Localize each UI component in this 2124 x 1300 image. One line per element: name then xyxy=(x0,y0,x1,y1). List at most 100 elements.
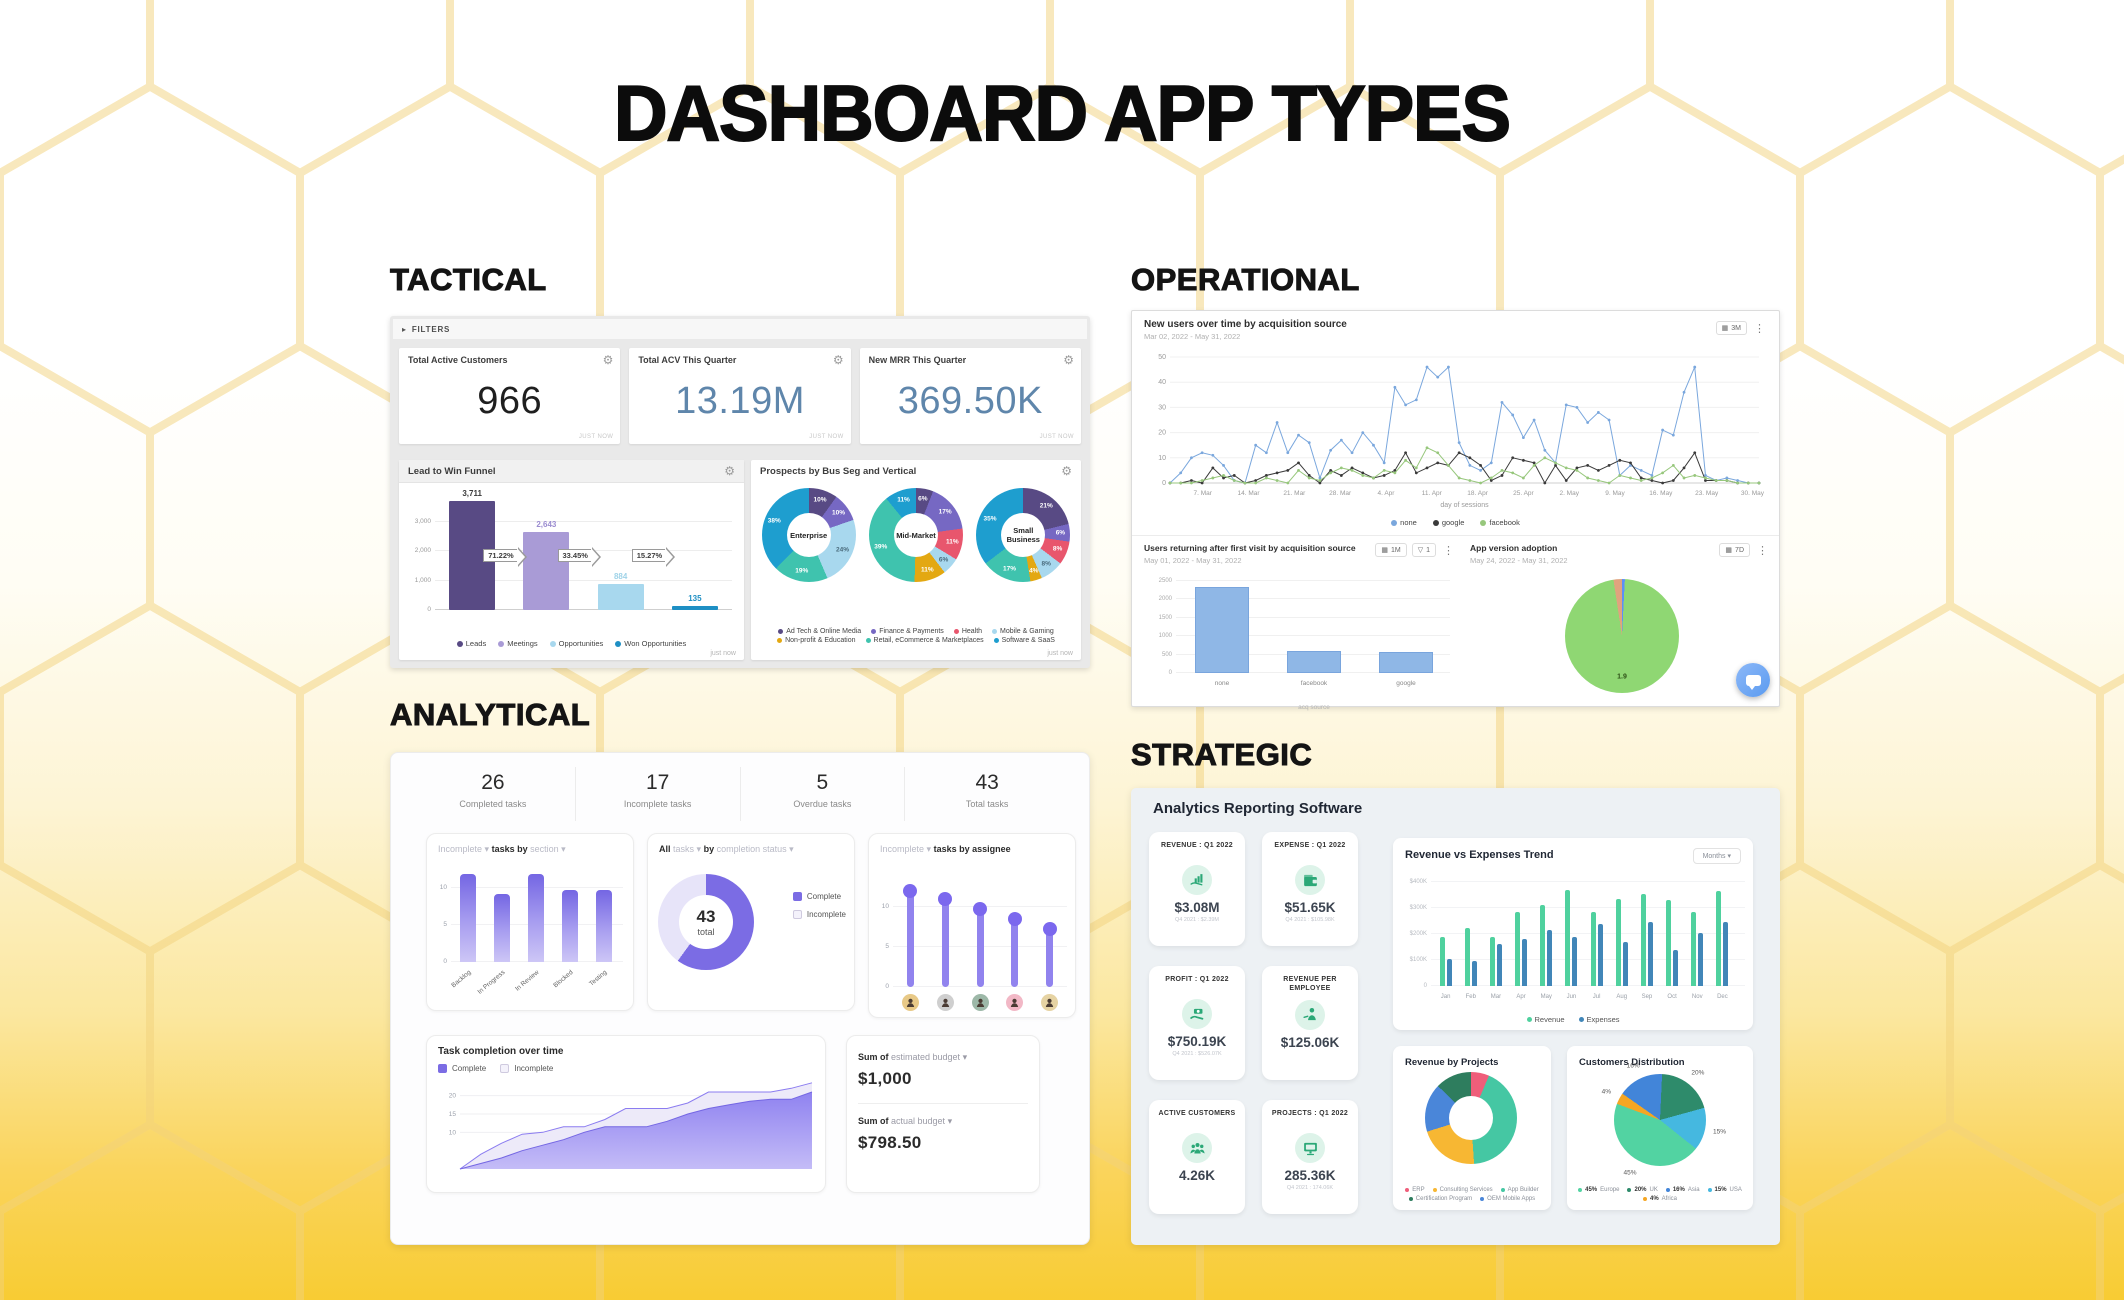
legend-swatch xyxy=(792,892,802,901)
chart-title: Users returning after first visit by acq… xyxy=(1144,543,1356,553)
chart-title: Revenue vs Expenses Trend xyxy=(1405,849,1554,861)
legend-item: OEM Mobile Apps xyxy=(1480,1196,1535,1202)
y-tick-label: $100K xyxy=(1409,957,1427,963)
expense-icon xyxy=(1295,865,1325,895)
expense-bar xyxy=(1572,936,1578,986)
legend-item: 4% Africa xyxy=(1642,1196,1677,1202)
lollipop-stem xyxy=(1011,919,1019,987)
actual-budget-dropdown[interactable]: actual budget ▾ xyxy=(891,1116,953,1126)
legend-label: Mobile & Gaming xyxy=(1000,628,1054,635)
completion-donut-chart: 43 total xyxy=(658,874,754,970)
task-completion-card: Task completion over time Complete Incom… xyxy=(426,1035,826,1193)
gear-icon[interactable]: ⚙ xyxy=(1061,464,1072,478)
kebab-menu-icon[interactable]: ⋮ xyxy=(1443,544,1454,557)
legend-dot xyxy=(871,629,877,634)
legend-percent: 15% xyxy=(1714,1187,1727,1193)
assignee-avatar xyxy=(1041,994,1059,1011)
x-tick-label: Jul xyxy=(1592,994,1601,1000)
legend-label: Leads xyxy=(465,639,487,648)
slice-percent-label: 24% xyxy=(836,546,850,554)
conversion-arrow: 33.45% xyxy=(557,546,602,566)
analytical-dashboard: 26 Completed tasks 17 Incomplete tasks 5 Over… xyxy=(390,752,1090,1245)
legend-dot xyxy=(993,638,999,643)
kpi-title: REVENUE PER EMPLOYEE xyxy=(1283,976,1337,993)
range-button[interactable]: ▦ 1M xyxy=(1375,543,1407,557)
gear-icon[interactable]: ⚙ xyxy=(832,353,844,367)
x-tick-label: Nov xyxy=(1691,994,1703,1000)
legend-label: Retail, eCommerce & Marketplaces xyxy=(873,637,984,644)
filters-bar[interactable]: ▸ FILTERS xyxy=(393,319,1087,339)
new-users-line-chart: 0 10 20 30 40 50 7. Mar 14. Mar 21. Mar 28. Mar 4.… xyxy=(1158,354,1765,509)
group-dropdown[interactable]: completion status ▾ xyxy=(716,844,794,854)
y-tick-label: $400K xyxy=(1409,879,1427,885)
svg-text:7. Mar: 7. Mar xyxy=(1194,490,1213,497)
revenue-by-projects-card: Revenue by Projects ERP Consulting Servic… xyxy=(1393,1046,1551,1210)
legend-item: Ad Tech & Online Media xyxy=(778,628,861,635)
donut-chart: 10% 10% 24% 19% 38% Enterprise xyxy=(761,488,856,582)
legend-item: Revenue xyxy=(1526,1015,1565,1024)
tasks-by-section-card: Incomplete ▾ tasks by section ▾ 0 5 10 Back… xyxy=(426,833,634,1011)
conversion-arrow: 15.27% xyxy=(631,546,676,566)
x-tick-label: May xyxy=(1540,994,1552,1000)
bar xyxy=(1195,586,1249,673)
customers-pie-chart: 16% 20% 15% 45% 4% xyxy=(1577,1062,1743,1176)
section-label-operational: OPERATIONAL xyxy=(1131,262,1360,298)
range-button[interactable]: ▦ 3M xyxy=(1715,321,1747,335)
projects-donut-chart xyxy=(1425,1072,1517,1164)
stat-value: 17 xyxy=(645,771,670,794)
kpi-row: Total Active Customers ⚙ 966 JUST NOW Total … xyxy=(399,348,1081,444)
donut-chart: 6% 17% 11% 6% 11% 39% 11% Mid-Market xyxy=(868,488,963,582)
group-dropdown[interactable]: section ▾ xyxy=(530,844,566,854)
kpi-card: New MRR This Quarter ⚙ 369.50K JUST NOW xyxy=(859,348,1081,444)
revenue-bar xyxy=(1489,936,1495,986)
slice-percent-label: 6% xyxy=(938,556,949,564)
donut-center: Enterprise xyxy=(786,513,831,557)
gear-icon[interactable]: ⚙ xyxy=(602,353,614,367)
legend-item: Finance & Payments xyxy=(871,628,944,635)
kpi-card: PROFIT : Q1 2022 $750.19K Q4 2021 : $526.0… xyxy=(1149,966,1245,1080)
chat-button[interactable] xyxy=(1736,663,1770,697)
estimated-budget-dropdown[interactable]: estimated budget ▾ xyxy=(891,1052,968,1062)
employee-icon xyxy=(1295,999,1325,1030)
legend-item: Complete xyxy=(438,1064,486,1073)
legend-swatch xyxy=(500,1064,510,1073)
legend-item: Incomplete xyxy=(792,910,846,919)
lollipop-marker xyxy=(1042,921,1057,936)
legend-item: google xyxy=(1432,518,1464,527)
chart-title: New users over time by acquisition sourc… xyxy=(1144,319,1347,330)
calendar-icon: ▦ xyxy=(1721,325,1729,332)
legend-dot xyxy=(1432,519,1439,526)
legend-dot xyxy=(1500,1188,1505,1192)
gridline xyxy=(1431,881,1745,882)
gear-icon[interactable]: ⚙ xyxy=(724,464,735,478)
gear-icon[interactable]: ⚙ xyxy=(1063,353,1074,367)
months-dropdown[interactable]: Months ▾ xyxy=(1692,848,1741,864)
kebab-menu-icon[interactable]: ⋮ xyxy=(1754,322,1765,335)
kpi-previous-value xyxy=(1154,1185,1240,1192)
stat-label: Completed tasks xyxy=(459,799,527,809)
operational-dashboard: New users over time by acquisition sourc… xyxy=(1131,310,1780,711)
kebab-menu-icon[interactable]: ⋮ xyxy=(1757,544,1768,557)
filter-button[interactable]: ▽ 1 xyxy=(1411,543,1436,557)
expense-bar xyxy=(1622,941,1628,986)
y-tick-label: 0 xyxy=(427,606,431,613)
bar xyxy=(494,893,510,962)
svg-text:30: 30 xyxy=(1158,404,1166,411)
x-tick-label: none xyxy=(1214,680,1230,687)
legend-dot xyxy=(1578,1017,1584,1022)
slice-percent-label: 11% xyxy=(921,566,934,574)
x-tick-label: facebook xyxy=(1300,680,1328,687)
legend-dot xyxy=(1408,1197,1413,1201)
legend-item: Software & SaaS xyxy=(993,637,1055,644)
legend-dot xyxy=(1707,1188,1712,1192)
range-button[interactable]: ▦ 7D xyxy=(1719,543,1750,557)
svg-text:20: 20 xyxy=(1158,430,1166,437)
filter-dropdown[interactable]: Incomplete ▾ xyxy=(880,844,932,854)
svg-text:10: 10 xyxy=(449,1129,457,1136)
noun-dropdown[interactable]: tasks ▾ xyxy=(673,844,702,854)
slice-percent-label: 39% xyxy=(874,543,888,551)
kpi-value: 285.36K xyxy=(1284,1168,1336,1183)
bar xyxy=(562,889,578,962)
legend-item: App Builder xyxy=(1500,1187,1539,1193)
filter-dropdown[interactable]: Incomplete ▾ xyxy=(438,844,490,854)
